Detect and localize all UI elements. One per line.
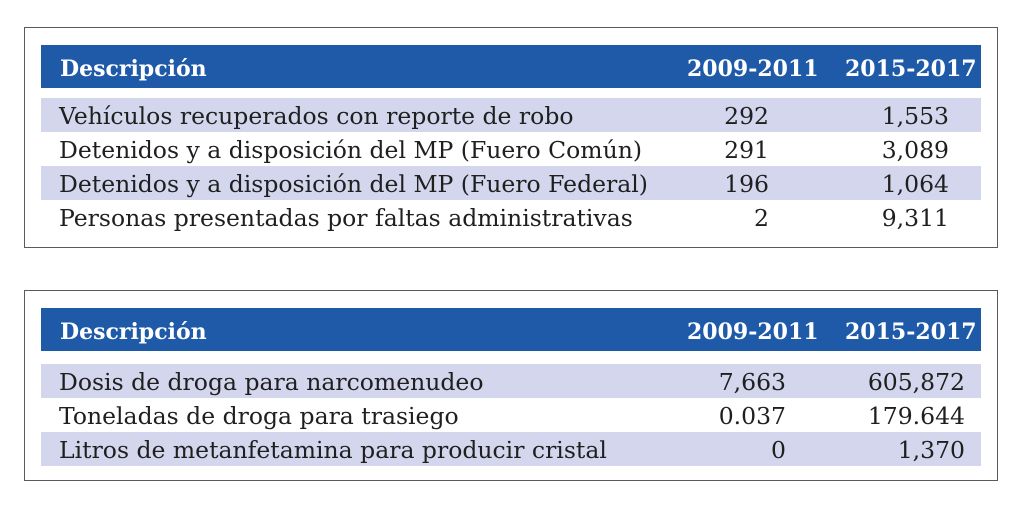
table-row: Toneladas de droga para trasiego 0.037 1… xyxy=(41,398,981,432)
header-description: Descripción xyxy=(60,56,207,82)
table-row: Detenidos y a disposición del MP (Fuero … xyxy=(41,166,981,200)
row-description: Detenidos y a disposición del MP (Fuero … xyxy=(59,170,648,198)
table-header: Descripción 2009-2011 2015-2017 xyxy=(41,45,981,88)
row-value-2015-2017: 9,311 xyxy=(881,204,949,232)
results-table-1: Descripción 2009-2011 2015-2017 Vehículo… xyxy=(24,27,998,248)
row-description: Toneladas de droga para trasiego xyxy=(59,402,459,430)
row-description: Detenidos y a disposición del MP (Fuero … xyxy=(59,136,643,164)
table-header: Descripción 2009-2011 2015-2017 xyxy=(41,308,981,351)
header-period-2015-2017: 2015-2017 xyxy=(845,56,977,82)
header-period-2015-2017: 2015-2017 xyxy=(845,319,977,345)
row-description: Litros de metanfetamina para producir cr… xyxy=(59,436,607,464)
table-body: Dosis de droga para narcomenudeo 7,663 6… xyxy=(41,364,981,466)
table-row: Dosis de droga para narcomenudeo 7,663 6… xyxy=(41,364,981,398)
row-value-2009-2011: 0 xyxy=(771,436,786,464)
row-description: Dosis de droga para narcomenudeo xyxy=(59,368,484,396)
row-value-2015-2017: 179.644 xyxy=(867,402,965,430)
table-row: Vehículos recuperados con reporte de rob… xyxy=(41,98,981,132)
header-period-2009-2011: 2009-2011 xyxy=(687,319,819,345)
row-value-2015-2017: 3,089 xyxy=(881,136,949,164)
header-description: Descripción xyxy=(60,319,207,345)
row-value-2015-2017: 1,064 xyxy=(881,170,949,198)
row-description: Personas presentadas por faltas administ… xyxy=(59,204,633,232)
results-table-2: Descripción 2009-2011 2015-2017 Dosis de… xyxy=(24,290,998,481)
row-value-2015-2017: 1,553 xyxy=(881,102,949,130)
header-period-2009-2011: 2009-2011 xyxy=(687,56,819,82)
table-row: Detenidos y a disposición del MP (Fuero … xyxy=(41,132,981,166)
table-row: Personas presentadas por faltas administ… xyxy=(41,200,981,234)
row-value-2009-2011: 196 xyxy=(724,170,769,198)
row-description: Vehículos recuperados con reporte de rob… xyxy=(59,102,574,130)
row-value-2009-2011: 292 xyxy=(724,102,769,130)
row-value-2009-2011: 0.037 xyxy=(718,402,786,430)
row-value-2015-2017: 1,370 xyxy=(897,436,965,464)
row-value-2009-2011: 291 xyxy=(724,136,769,164)
table-body: Vehículos recuperados con reporte de rob… xyxy=(41,98,981,234)
row-value-2009-2011: 2 xyxy=(754,204,769,232)
row-value-2015-2017: 605,872 xyxy=(867,368,965,396)
table-row: Litros de metanfetamina para producir cr… xyxy=(41,432,981,466)
row-value-2009-2011: 7,663 xyxy=(718,368,786,396)
